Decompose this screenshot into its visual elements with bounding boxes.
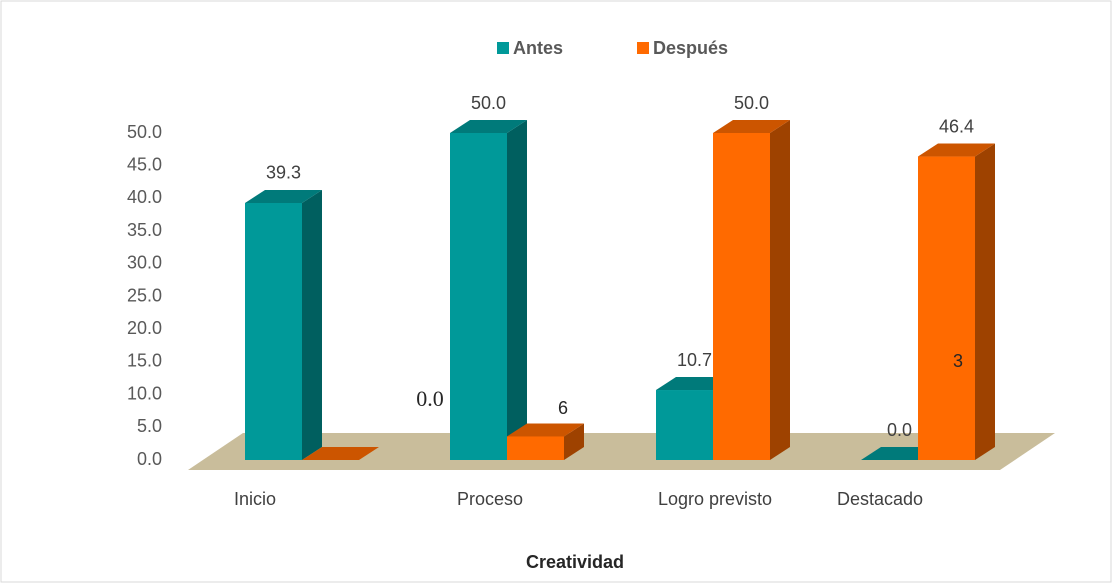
bar-top (713, 120, 790, 133)
y-tick-label: 40.0 (127, 187, 162, 207)
data-label: 50.0 (471, 93, 506, 113)
annotation: 3 (953, 351, 963, 371)
legend-swatch (637, 42, 649, 54)
bar-side (564, 423, 584, 460)
bar-side (507, 120, 527, 460)
bar (713, 133, 770, 460)
x-axis-title: Creatividad (526, 552, 624, 572)
y-tick-label: 0.0 (137, 449, 162, 469)
bar-top (245, 189, 322, 203)
x-tick-label: Proceso (457, 489, 523, 509)
y-tick-label: 35.0 (127, 220, 162, 240)
bar-side (770, 120, 790, 460)
y-tick-label: 5.0 (137, 416, 162, 436)
x-tick-label: Destacado (837, 489, 923, 509)
data-label: 46.4 (939, 116, 974, 136)
annotation: 0.0 (416, 386, 444, 411)
y-tick-label: 10.0 (127, 383, 162, 403)
y-tick-label: 30.0 (127, 253, 162, 273)
bar-top (450, 120, 527, 133)
y-tick-label: 25.0 (127, 285, 162, 305)
bar-top (302, 447, 379, 460)
data-label: 10.7 (677, 350, 712, 370)
y-tick-label: 15.0 (127, 351, 162, 371)
bar-top (918, 143, 995, 157)
bar (450, 133, 507, 460)
data-label: 39.3 (266, 163, 301, 183)
bar-top (507, 423, 584, 437)
y-tick-label: 45.0 (127, 154, 162, 174)
bar (507, 436, 564, 460)
annotation: 6 (558, 398, 568, 418)
bar (918, 156, 975, 460)
y-tick-label: 50.0 (127, 122, 162, 142)
bar-side (975, 143, 995, 460)
floor (188, 433, 1055, 470)
legend-swatch (497, 42, 509, 54)
legend-label: Antes (513, 38, 563, 58)
y-tick-label: 20.0 (127, 318, 162, 338)
bar (656, 390, 713, 460)
bar (245, 202, 302, 460)
data-label: 0.0 (887, 420, 912, 440)
x-tick-label: Inicio (234, 489, 276, 509)
x-tick-label: Logro previsto (658, 489, 772, 509)
data-label: 50.0 (734, 93, 769, 113)
legend-label: Después (653, 38, 728, 58)
bar-side (302, 189, 322, 460)
